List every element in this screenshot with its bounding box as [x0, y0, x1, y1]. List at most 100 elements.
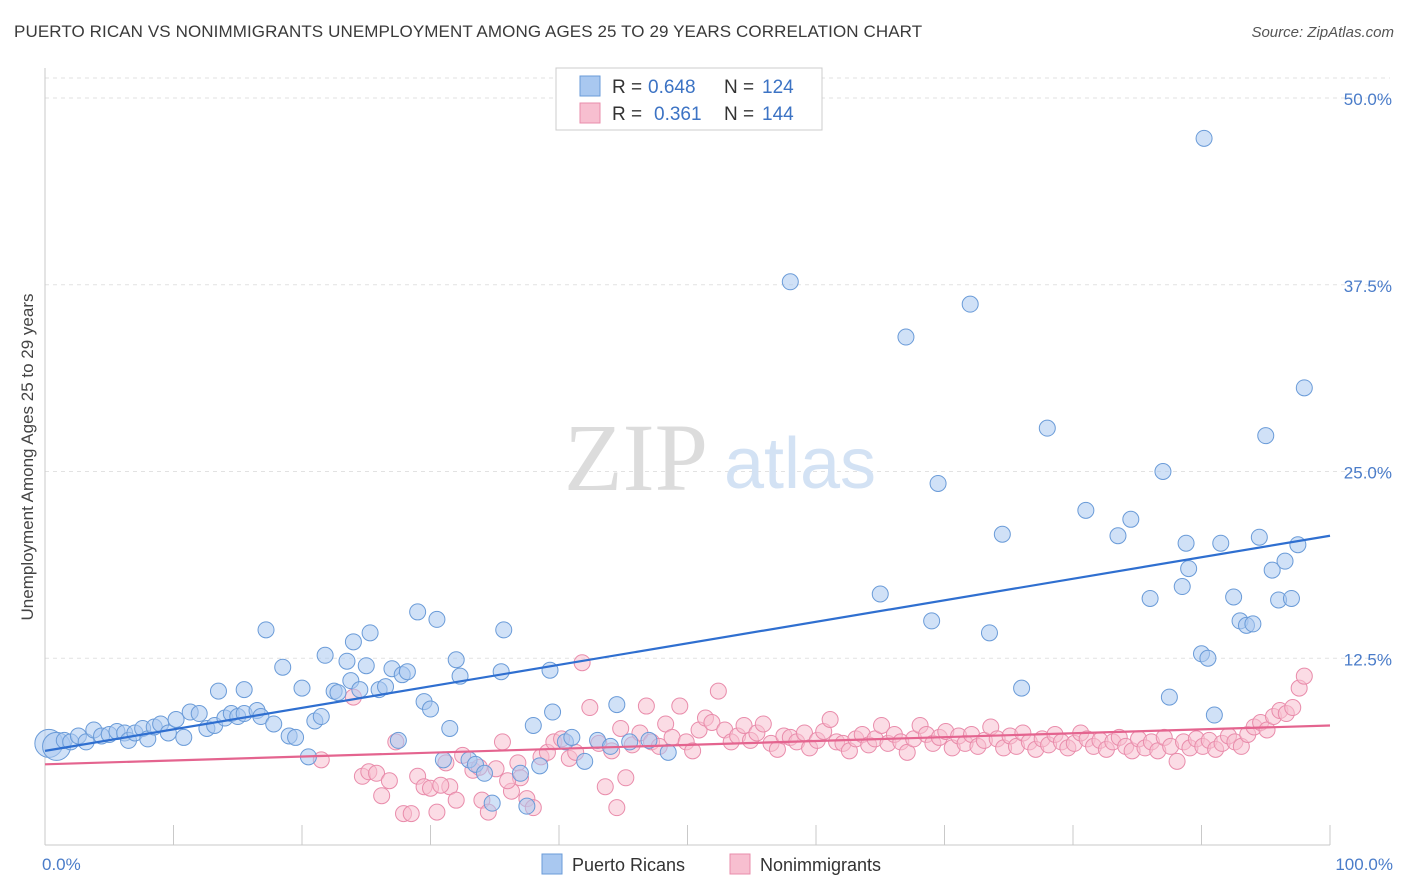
watermark: ZIP atlas — [564, 404, 876, 511]
puerto-ricans-point — [1013, 679, 1031, 697]
puerto-ricans-point — [422, 700, 439, 718]
puerto-ricans-point — [447, 651, 465, 669]
bottom-legend-label-pink: Nonimmigrants — [760, 855, 881, 875]
nonimmigrants-point — [493, 733, 511, 751]
stats-legend: R = 0.648 N = 124 R = 0.361 N = 144 — [555, 67, 823, 131]
puerto-ricans-point — [929, 474, 947, 492]
puerto-ricans-point — [1225, 588, 1243, 606]
puerto-ricans-point — [1077, 501, 1095, 519]
puerto-ricans-point — [923, 612, 941, 630]
x-tick-label-0: 0.0% — [42, 855, 81, 874]
y-tick-label-1: 25.0% — [1344, 464, 1392, 483]
puerto-ricans-point — [1122, 510, 1140, 528]
nonimmigrants-point — [596, 778, 614, 796]
puerto-ricans-point — [1282, 589, 1300, 607]
puerto-ricans-point — [1257, 427, 1275, 445]
axes — [44, 68, 1331, 846]
puerto-ricans-point — [608, 696, 626, 714]
source-credit: Source: ZipAtlas.com — [1251, 24, 1394, 41]
legend-n-value-1: 124 — [762, 77, 794, 98]
puerto-ricans-point — [312, 708, 330, 726]
nonimmigrants-point — [671, 697, 689, 715]
nonimmigrants-point — [1284, 699, 1302, 717]
puerto-ricans-point — [209, 682, 227, 700]
puerto-ricans-point — [389, 731, 407, 749]
puerto-ricans-point — [563, 728, 581, 746]
x-tick-label-1: 100.0% — [1335, 855, 1393, 874]
puerto-ricans-point — [1199, 649, 1217, 667]
nonimmigrants-point — [373, 787, 391, 805]
puerto-ricans-point — [1244, 615, 1262, 633]
nonimmigrants-point — [617, 769, 635, 787]
puerto-ricans-trend-line — [44, 534, 1331, 752]
puerto-ricans-point — [293, 679, 311, 697]
puerto-ricans-point — [640, 731, 658, 749]
nonimmigrants-trend-line — [44, 724, 1331, 766]
legend-swatch-blue — [579, 75, 601, 97]
puerto-ricans-point — [511, 764, 529, 782]
y-axis-label: Unemployment Among Ages 25 to 29 years — [18, 294, 37, 621]
puerto-ricans-point — [175, 728, 193, 746]
nonimmigrants-points — [312, 654, 1313, 823]
bottom-legend-label-blue: Puerto Ricans — [572, 855, 685, 875]
puerto-ricans-point — [287, 728, 305, 746]
puerto-ricans-point — [190, 705, 208, 723]
nonimmigrants-point — [637, 697, 655, 715]
legend-n-label-1: N = — [724, 77, 754, 98]
legend-r-label-2: R = — [612, 104, 642, 125]
bottom-legend-swatch-pink — [729, 853, 751, 875]
puerto-ricans-point — [441, 719, 459, 737]
nonimmigrants-point — [428, 803, 446, 821]
bottom-legend-swatch-blue — [541, 853, 563, 875]
puerto-ricans-point — [1263, 561, 1281, 579]
puerto-ricans-point — [871, 585, 889, 603]
nonimmigrants-point — [581, 699, 599, 717]
puerto-ricans-point — [329, 684, 347, 702]
puerto-ricans-point — [274, 658, 292, 676]
puerto-ricans-point — [781, 273, 799, 291]
nonimmigrants-point — [821, 711, 839, 729]
puerto-ricans-point — [1173, 578, 1191, 596]
legend-r-label-1: R = — [612, 77, 642, 98]
puerto-ricans-point — [235, 681, 253, 699]
nonimmigrants-point — [754, 715, 772, 733]
puerto-ricans-point — [576, 752, 594, 770]
puerto-ricans-point — [897, 328, 915, 346]
nonimmigrants-point — [1168, 752, 1186, 770]
puerto-ricans-point — [961, 295, 979, 313]
nonimmigrants-point — [447, 791, 465, 809]
puerto-ricans-point — [1180, 560, 1198, 578]
puerto-ricans-point — [257, 621, 275, 639]
puerto-ricans-point — [265, 715, 283, 733]
puerto-ricans-point — [980, 624, 998, 642]
series-legend: Puerto Ricans Nonimmigrants — [541, 853, 881, 875]
legend-r-value-1: 0.648 — [648, 77, 696, 98]
nonimmigrants-point — [402, 805, 420, 823]
nonimmigrants-point — [432, 776, 450, 794]
nonimmigrants-point — [368, 764, 386, 782]
puerto-ricans-point — [1205, 706, 1223, 724]
nonimmigrants-point — [663, 728, 681, 746]
puerto-ricans-point — [1295, 379, 1313, 397]
puerto-ricans-point — [1250, 528, 1268, 546]
puerto-ricans-point — [1177, 534, 1195, 552]
puerto-ricans-point — [398, 663, 416, 681]
puerto-ricans-point — [361, 624, 379, 642]
nonimmigrants-point — [499, 772, 517, 790]
puerto-ricans-point — [1109, 527, 1127, 545]
puerto-ricans-point — [475, 764, 493, 782]
puerto-ricans-point — [1038, 419, 1056, 437]
puerto-ricans-point — [518, 797, 536, 815]
puerto-ricans-point — [1195, 129, 1213, 147]
puerto-ricans-point — [1276, 552, 1294, 570]
legend-swatch-pink — [579, 102, 601, 124]
puerto-ricans-point — [993, 525, 1011, 543]
puerto-ricans-point — [351, 681, 369, 699]
legend-n-value-2: 144 — [762, 104, 794, 125]
puerto-ricans-points — [34, 129, 1313, 815]
puerto-ricans-point — [434, 751, 452, 769]
puerto-ricans-point — [492, 663, 510, 681]
puerto-ricans-point — [1212, 534, 1230, 552]
watermark-zip: ZIP — [564, 404, 708, 511]
puerto-ricans-point — [316, 646, 334, 664]
